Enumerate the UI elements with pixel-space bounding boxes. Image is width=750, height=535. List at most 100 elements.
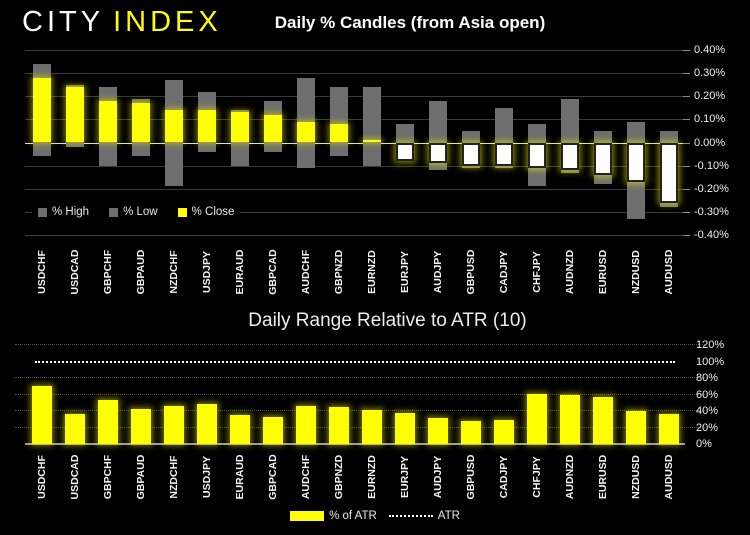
high-swatch-icon [38,207,47,217]
close-swatch-icon [177,207,187,217]
atr-bar [97,400,118,444]
close-bar-negative [527,142,546,168]
atr-y-axis-label: 40% [696,405,719,417]
atr-x-axis-label: EURUSD [596,454,609,500]
atr-x-axis-label: GBPNZD [332,454,345,500]
gridline [25,73,685,75]
zero-gridline [25,142,685,144]
candles-y-axis-label: 0.30% [694,67,726,80]
close-bar-positive [362,140,381,143]
candles-y-axis-tick [683,50,690,52]
candles-y-axis-label: -0.30% [694,205,729,218]
candles-y-axis-label: 0.00% [694,136,726,149]
atr-threshold-line [35,360,675,363]
gridline [25,211,685,213]
legend-item-high: % High [38,206,89,218]
atr-x-axis-label: GBPAUD [134,454,147,500]
atr-x-axis-label: AUDJPY [431,455,444,499]
atr-bar [460,420,481,444]
high-low-range-bar [362,87,381,166]
pct-of-atr-swatch-icon [290,511,325,521]
atr-bar [592,396,613,444]
close-bar-negative [659,142,678,203]
legend-label-pct-of-atr: % of ATR [329,510,377,522]
candles-y-axis-tick [683,96,690,98]
close-bar-positive [296,121,315,143]
candles-x-axis-label: CHFJPY [530,251,543,293]
candles-x-axis-label: AUDUSD [662,249,675,295]
atr-bar [658,414,679,444]
atr-gridline [15,377,705,378]
candles-y-axis-tick [683,142,690,144]
candles-x-axis-label: GBPCHF [101,249,114,295]
candles-y-axis-label: -0.40% [694,228,729,241]
close-bar-negative [428,142,447,164]
candles-x-axis-label: NZDUSD [629,250,642,294]
atr-bar [493,420,514,444]
brand-logo-index: INDEX [113,6,222,38]
candles-x-axis-label: EURAUD [233,249,246,295]
candles-y-axis-tick [683,73,690,75]
atr-bar [31,386,52,444]
atr-bar [262,416,283,444]
atr-bar [361,410,382,444]
atr-x-axis-label: NZDCHF [167,455,180,499]
atr-bar [163,406,184,444]
candles-x-axis-label: CADJPY [497,250,510,294]
atr-y-axis-label: 80% [696,372,719,384]
atr-x-axis-label: USDJPY [200,455,213,499]
atr-y-axis-label: 0% [696,438,712,450]
atr-y-axis-label: 20% [696,421,719,434]
candles-y-axis-tick [683,165,690,167]
low-swatch-icon [109,207,119,217]
legend-label-low: % Low [123,206,158,218]
atr-bar [130,409,151,444]
legend-label-high: % High [52,206,90,218]
gridline [25,50,685,52]
atr-bar [64,414,85,444]
atr-x-axis-label: GBPCAD [266,454,279,500]
atr-x-axis-label: EURAUD [233,454,246,500]
atr-plot-area [15,338,705,445]
close-bar-positive [197,110,216,143]
atr-legend: % of ATR ATR [0,510,750,522]
gridline [25,234,685,236]
candles-y-axis-tick [683,211,690,213]
candles-x-axis-label: GBPCAD [266,249,279,295]
atr-bar [625,411,646,444]
atr-x-axis-label: USDCHF [35,455,48,499]
close-bar-negative [461,142,480,166]
atr-x-axis-label: USDCAD [68,454,81,500]
candles-x-axis-label: AUDNZD [563,249,576,295]
candles-y-axis-label: 0.20% [694,90,726,103]
close-bar-positive [65,87,84,143]
candles-legend: % High % Low % Close [32,204,241,220]
atr-bar [559,395,580,444]
atr-bar [427,417,448,444]
close-bar-negative [626,142,645,182]
legend-item-atr: ATR [388,510,460,522]
close-bar-negative [494,142,513,166]
close-bar-positive [131,103,150,143]
atr-gridline [15,393,705,395]
candles-x-axis-label: NZDCHF [167,250,180,294]
atr-dotted-line-icon [388,515,433,517]
atr-x-axis-label: EURJPY [398,455,411,499]
atr-baseline [25,443,685,445]
gridline [25,165,685,167]
atr-gridline [15,410,705,411]
candles-x-axis-label: EURNZD [365,250,378,294]
close-bar-positive [230,112,249,143]
atr-x-axis-label: AUDUSD [662,454,675,500]
atr-x-axis-label: CHFJPY [530,456,543,498]
close-bar-positive [32,77,51,143]
atr-bar [526,393,547,444]
close-bar-positive [329,124,348,143]
legend-item-low: % Low [109,206,158,218]
gridline [25,119,685,121]
close-bar-positive [263,114,282,143]
candles-x-axis-label: GBPUSD [464,249,477,295]
close-bar-negative [593,142,612,175]
candles-plot-area [25,50,685,236]
